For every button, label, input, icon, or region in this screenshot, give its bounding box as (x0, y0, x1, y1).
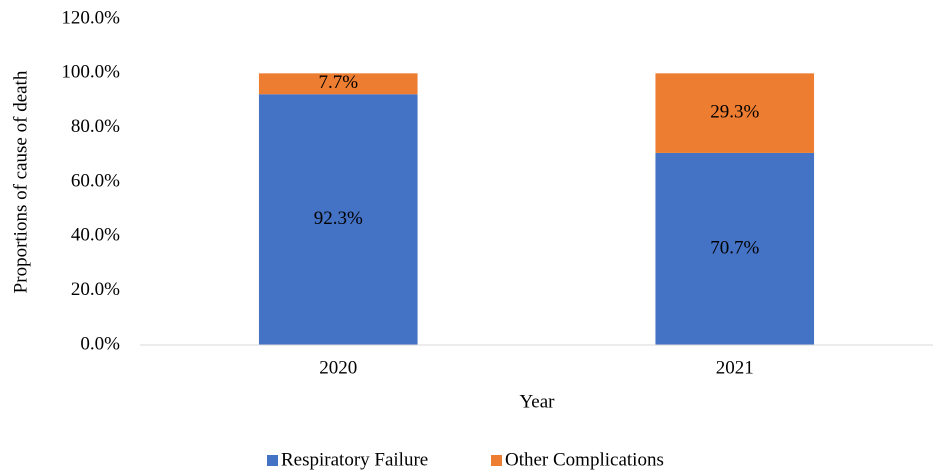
x-axis-label: Year (519, 391, 555, 412)
bar-segment (258, 94, 418, 345)
y-tick-label: 100.0% (61, 62, 120, 83)
bar-segment (258, 73, 418, 95)
x-tick-label: 2021 (716, 357, 754, 378)
y-tick-label: 0.0% (80, 333, 120, 354)
y-tick-label: 40.0% (71, 225, 120, 246)
bar-segment (655, 152, 815, 345)
legend-label: Respiratory Failure (281, 449, 428, 470)
legend-swatch (491, 455, 502, 466)
legend-swatch (267, 455, 278, 466)
y-tick-label: 120.0% (61, 7, 120, 28)
data-label: 7.7% (318, 72, 358, 93)
data-label: 70.7% (710, 237, 759, 258)
legend-label: Other Complications (505, 449, 664, 470)
x-tick-label: 2020 (319, 357, 357, 378)
y-tick-label: 20.0% (71, 279, 120, 300)
y-tick-label: 80.0% (71, 116, 120, 137)
data-label: 29.3% (710, 101, 759, 122)
y-axis-label: Proportions of cause of death (10, 70, 31, 293)
data-label: 92.3% (314, 208, 363, 229)
bar-segment (655, 73, 815, 153)
y-tick-label: 60.0% (71, 170, 120, 191)
